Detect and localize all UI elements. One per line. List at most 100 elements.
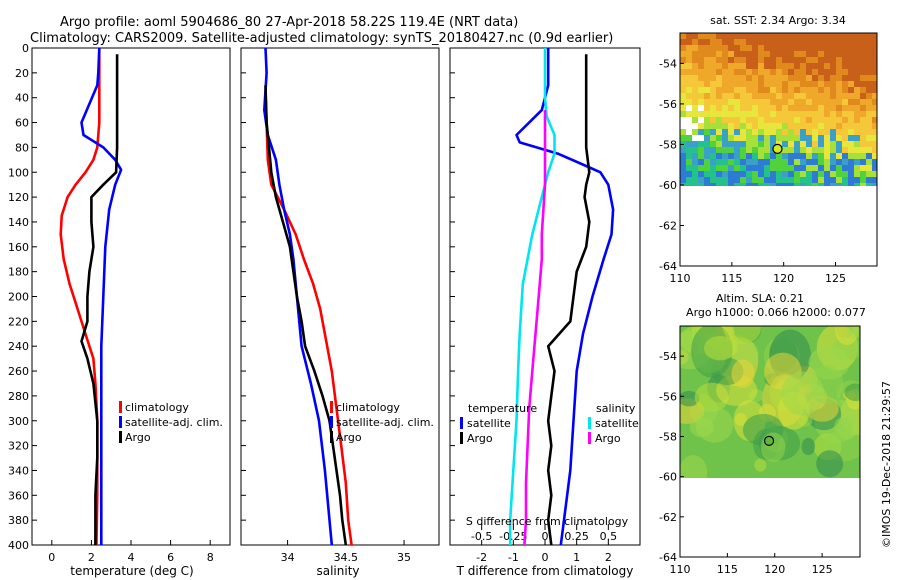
sst-cell	[854, 33, 860, 39]
sst-cell	[854, 51, 860, 57]
sst-cell	[812, 117, 818, 123]
sst-cell	[770, 93, 776, 99]
sst-cell	[836, 117, 842, 123]
sst-cell	[770, 141, 776, 147]
sst-cell	[854, 81, 860, 87]
sst-cell	[728, 69, 734, 75]
sst-cell	[758, 69, 764, 75]
sst-cell	[734, 93, 740, 99]
sst-cell	[734, 33, 740, 39]
sst-cell	[698, 81, 704, 87]
sst-cell	[824, 129, 830, 135]
sst-cell	[704, 99, 710, 105]
sst-cell	[692, 33, 698, 39]
series-line-climatology	[59, 48, 101, 546]
sst-cell	[788, 123, 794, 129]
sst-cell	[764, 135, 770, 141]
legend-swatch-climatology	[119, 401, 122, 413]
sst-cell	[812, 45, 818, 51]
sst-cell	[746, 135, 752, 141]
sst-cell	[812, 33, 818, 39]
sst-cell	[848, 183, 854, 186]
sst-cell	[692, 87, 698, 93]
sst-cell	[866, 39, 872, 45]
sla-blob	[834, 417, 853, 436]
sst-cell	[704, 165, 710, 171]
sla-map-title: Altim. SLA: 0.21	[716, 292, 804, 305]
sst-cell	[848, 165, 854, 171]
sst-cell	[692, 123, 698, 129]
sst-cell	[746, 171, 752, 177]
depth-tick-label: 280	[8, 390, 29, 403]
sst-cell	[764, 63, 770, 69]
x-tick-label: 4	[128, 551, 135, 564]
sla-blob	[844, 383, 860, 402]
series-line-t-argo	[546, 54, 591, 546]
sst-cell	[866, 51, 872, 57]
sst-cell	[800, 57, 806, 63]
sst-cell	[734, 39, 740, 45]
sst-cell	[782, 153, 788, 159]
sst-cell	[794, 69, 800, 75]
sst-cell	[782, 99, 788, 105]
sst-cell	[752, 81, 758, 87]
sst-cell	[872, 141, 877, 147]
sst-cell	[836, 51, 842, 57]
sst-cell	[806, 165, 812, 171]
sst-cell	[770, 153, 776, 159]
sst-cell	[770, 81, 776, 87]
sst-cell	[764, 123, 770, 129]
sst-cell	[782, 165, 788, 171]
sst-cell	[788, 81, 794, 87]
sst-cell	[776, 63, 782, 69]
sst-cell	[704, 87, 710, 93]
sst-cell	[806, 117, 812, 123]
sst-cell	[698, 165, 704, 171]
sst-cell	[716, 177, 722, 183]
sst-cell	[734, 75, 740, 81]
sst-cell	[788, 87, 794, 93]
sst-cell	[704, 69, 710, 75]
sst-cell	[776, 45, 782, 51]
depth-tick-label: 360	[8, 489, 29, 502]
sst-cell	[794, 81, 800, 87]
sst-cell	[842, 57, 848, 63]
sst-cell	[848, 111, 854, 117]
sst-cell	[734, 45, 740, 51]
sst-cell	[692, 51, 698, 57]
sst-cell	[764, 141, 770, 147]
sst-cell	[806, 57, 812, 63]
sst-cell	[764, 159, 770, 165]
sst-cell	[698, 147, 704, 153]
sst-cell	[848, 123, 854, 129]
sst-cell	[872, 93, 877, 99]
sst-cell	[728, 111, 734, 117]
sst-cell	[686, 69, 692, 75]
sst-cell	[746, 99, 752, 105]
sst-cell	[758, 39, 764, 45]
sst-cell	[794, 171, 800, 177]
sst-cell	[854, 147, 860, 153]
depth-tick-label: 80	[15, 141, 29, 154]
sst-cell	[872, 129, 877, 135]
sst-cell	[740, 63, 746, 69]
sst-cell	[770, 117, 776, 123]
sst-cell	[704, 81, 710, 87]
sst-cell	[698, 33, 704, 39]
sst-cell	[728, 63, 734, 69]
sst-cell	[830, 87, 836, 93]
sst-cell	[728, 87, 734, 93]
sst-cell	[824, 177, 830, 183]
sst-cell	[842, 51, 848, 57]
sst-cell	[848, 117, 854, 123]
sst-cell	[818, 123, 824, 129]
sst-cell	[704, 75, 710, 81]
sst-cell	[746, 39, 752, 45]
sst-cell	[740, 177, 746, 183]
sst-cell	[722, 147, 728, 153]
sst-cell	[836, 57, 842, 63]
sst-cell	[704, 177, 710, 183]
sst-cell	[776, 33, 782, 39]
sst-cell	[800, 141, 806, 147]
sst-cell	[758, 171, 764, 177]
